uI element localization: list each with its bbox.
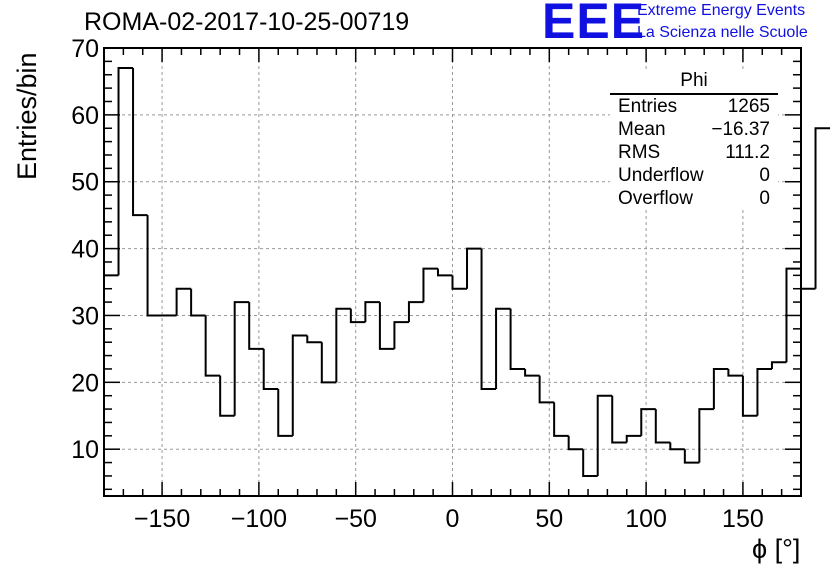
- histogram-bin: [712, 367, 729, 410]
- histogram-bin: [146, 215, 163, 317]
- histogram-bin: [451, 275, 468, 290]
- stats-label: Mean: [618, 119, 666, 140]
- stats-label: Overflow: [618, 188, 693, 209]
- x-tick-label: 50: [535, 505, 563, 533]
- stats-row: Mean −16.37: [610, 118, 778, 141]
- histogram-bin: [741, 375, 758, 417]
- histogram-bin: [248, 302, 264, 350]
- y-tick-label: 30: [71, 302, 99, 330]
- stats-label: Underflow: [618, 165, 704, 186]
- y-tick-label: 70: [71, 35, 99, 63]
- stats-title: Phi: [610, 70, 778, 95]
- histogram-bin: [756, 367, 772, 416]
- histogram-bin: [175, 287, 192, 316]
- stats-box: Phi Entries 1265 Mean −16.37 RMS 111.2 U…: [610, 70, 778, 210]
- histogram-bin: [233, 301, 250, 416]
- histogram-bin: [625, 434, 642, 443]
- y-tick-label: 50: [71, 169, 99, 197]
- x-tick-label: −150: [134, 505, 190, 533]
- histogram-bin: [698, 408, 714, 463]
- histogram-bin: [683, 449, 700, 464]
- histogram-bin: [335, 307, 351, 383]
- x-tick-label: 100: [625, 505, 667, 533]
- histogram-bin: [553, 402, 569, 437]
- histogram-bin: [495, 307, 511, 390]
- histogram-bin: [524, 368, 540, 377]
- histogram-bin: [349, 308, 366, 324]
- histogram-bin: [727, 368, 743, 377]
- x-tick-labels: −150 −100 −50 0 50 100 150: [134, 505, 764, 533]
- stats-row: Underflow 0: [610, 164, 778, 187]
- y-tick-label: 20: [71, 369, 99, 397]
- y-tick-label: 10: [71, 436, 99, 464]
- histogram-bin: [654, 409, 671, 444]
- chart-title: ROMA-02-2017-10-25-00719: [84, 8, 410, 36]
- logo-tagline-2: La Scienza nelle Scuole: [637, 24, 808, 41]
- histogram-bin: [640, 408, 656, 436]
- histogram-bin: [407, 301, 424, 323]
- histogram-bin: [480, 248, 497, 391]
- stats-value: 0: [759, 188, 770, 209]
- x-tick-label: −100: [231, 505, 287, 533]
- y-tick-labels: 10 20 30 40 50 60 70: [71, 35, 99, 464]
- histogram-bin: [378, 302, 395, 350]
- histogram-bin: [262, 348, 279, 391]
- stats-label: RMS: [618, 142, 661, 163]
- histogram-bin: [306, 335, 322, 344]
- histogram-bin: [800, 268, 816, 290]
- histogram-bin: [785, 267, 801, 363]
- histogram-bin: [567, 435, 584, 451]
- stats-value: 0: [759, 165, 770, 186]
- histogram-bin: [814, 127, 831, 289]
- y-tick-label: 60: [71, 102, 99, 130]
- histogram-bin: [132, 68, 148, 217]
- histogram-bin: [509, 308, 526, 370]
- histogram-bin: [277, 389, 293, 437]
- stats-value: 111.2: [725, 142, 770, 163]
- y-axis-label: Entries/bin: [12, 52, 42, 180]
- histogram-bin: [219, 375, 235, 417]
- eee-logo: EEE: [542, 0, 646, 49]
- stats-row: RMS 111.2: [610, 141, 778, 164]
- histogram-bin: [364, 301, 380, 323]
- histogram-bin: [611, 395, 627, 444]
- histogram-bin: [466, 247, 482, 289]
- histogram-bin: [204, 315, 221, 377]
- x-axis-label: ϕ [°]: [752, 534, 801, 564]
- stats-row: Entries 1265: [610, 95, 778, 118]
- histogram-bin: [669, 442, 685, 451]
- histogram-bin: [291, 334, 308, 436]
- histogram-bin: [596, 394, 613, 476]
- histogram-bin: [320, 342, 337, 384]
- histogram-bin: [582, 449, 598, 477]
- histogram-bin: [770, 361, 787, 369]
- histogram-bin: [538, 375, 555, 404]
- histogram-bin: [117, 67, 134, 276]
- histogram-bin: [436, 268, 453, 277]
- stats-value: 1265: [727, 96, 770, 117]
- axis-ticks: [103, 47, 802, 496]
- y-tick-label: 40: [71, 236, 99, 264]
- histogram-bin: [393, 321, 409, 349]
- histogram-bin: [190, 288, 206, 317]
- x-tick-label: 150: [722, 505, 764, 533]
- x-tick-label: 0: [446, 505, 460, 533]
- histogram-bin: [422, 267, 438, 303]
- stats-row: Overflow 0: [610, 187, 778, 210]
- logo-tagline-1: Extreme Energy Events: [637, 2, 806, 19]
- x-tick-label: −50: [334, 505, 376, 533]
- stats-value: −16.37: [711, 119, 770, 140]
- stats-label: Entries: [618, 96, 678, 117]
